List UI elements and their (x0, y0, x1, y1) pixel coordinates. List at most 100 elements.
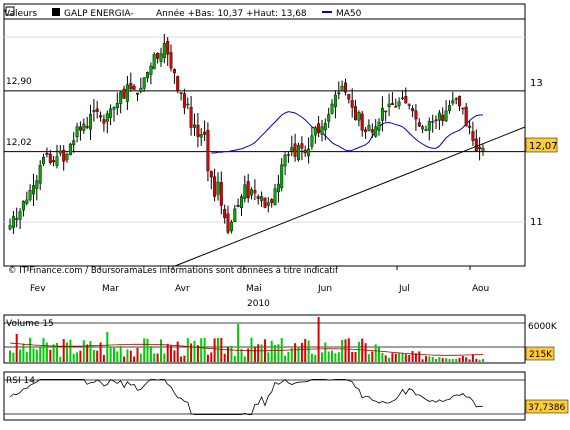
volume-bar (455, 358, 458, 362)
candle-body (145, 72, 149, 79)
candle-body (55, 156, 59, 166)
candle-body (280, 164, 284, 189)
volume-bar (119, 345, 122, 362)
candle-body (273, 188, 277, 206)
candle-body (122, 88, 126, 99)
legend-series-name: GALP ENERGIA- (64, 9, 134, 19)
candle-body (149, 65, 153, 75)
trend-line (174, 126, 526, 267)
level-label-low: 12,02 (6, 138, 32, 148)
month-label: Jul (398, 284, 410, 294)
volume-bar (458, 357, 461, 362)
candle-body (142, 77, 146, 89)
candle-body (129, 83, 133, 90)
volume-legend: Volume 15 (6, 319, 54, 329)
volume-bar (39, 347, 42, 362)
candle-body (387, 103, 391, 107)
volume-bar (129, 350, 132, 362)
volume-bars (4, 317, 525, 362)
volume-bar (230, 346, 233, 362)
candle-body (189, 106, 193, 128)
volume-bar (45, 342, 48, 362)
candle-body (266, 202, 270, 206)
candle-body (300, 143, 304, 149)
month-label: Mai (246, 284, 262, 294)
volume-bar (421, 359, 424, 362)
volume-bar (371, 351, 374, 362)
candle-body (78, 126, 82, 131)
legend-range-text: Année +Bas: 10,37 +Haut: 13,68 (156, 8, 307, 19)
volume-bar (384, 355, 387, 362)
volume-bar (471, 354, 474, 362)
candle-body (421, 126, 425, 130)
candle-body (8, 225, 12, 230)
last-rsi-value: 37,7386 (528, 403, 565, 413)
volume-bar (287, 351, 290, 362)
candle-body (454, 98, 458, 100)
volume-bar (297, 346, 300, 362)
candle-body (62, 149, 66, 162)
volume-bar (425, 356, 427, 362)
candle-body (82, 123, 86, 131)
candle-body (458, 96, 462, 107)
volume-bar (66, 342, 68, 362)
volume-bar (468, 359, 471, 362)
candle-body (478, 146, 482, 150)
candle-body (256, 196, 260, 199)
candle-body (239, 196, 243, 209)
volume-bar (321, 352, 323, 362)
volume-bar (364, 343, 367, 362)
volume-bar (170, 345, 172, 362)
volume-bar (59, 356, 62, 362)
month-labels: Fev Mar Avr Mai Jun Jul Aou (27, 266, 489, 294)
legend-checkbox[interactable] (5, 6, 15, 16)
price-tick-13: 13 (530, 78, 543, 89)
candle-body (25, 199, 29, 204)
volume-bar (176, 341, 179, 362)
volume-bar (253, 347, 256, 362)
volume-bar (62, 339, 65, 362)
volume-bar (428, 356, 431, 362)
candle-body (276, 183, 280, 193)
volume-bar (173, 350, 176, 362)
candle-body (28, 190, 32, 200)
volume-bar (404, 354, 407, 362)
volume-bar (250, 337, 253, 362)
candle-body (68, 143, 72, 156)
candle-body (229, 221, 233, 232)
candle-body (209, 171, 213, 178)
volume-bar (156, 353, 159, 362)
volume-bar (190, 343, 193, 362)
candle-body (286, 154, 290, 156)
volume-bar (260, 344, 263, 362)
candle-body (166, 41, 170, 55)
volume-bar (327, 351, 330, 362)
volume-bar (324, 342, 327, 362)
volume-bar (15, 334, 18, 362)
volume-bar (210, 352, 213, 362)
volume-bar (247, 348, 250, 362)
last-volume-value: 215K (529, 350, 553, 360)
volume-bar (294, 343, 297, 362)
volume-bar (76, 352, 79, 362)
price-panel-frame (3, 3, 526, 267)
volume-bar (223, 353, 226, 362)
year-label: 2010 (247, 299, 270, 309)
volume-bar (29, 337, 32, 362)
candle-body (192, 124, 196, 128)
last-rsi-badge (525, 399, 569, 414)
candle-body (360, 113, 364, 131)
volume-bar (331, 350, 333, 362)
candle-body (15, 218, 19, 221)
candle-body (182, 93, 186, 108)
candle-body (407, 104, 411, 106)
candle-body (337, 92, 341, 95)
volume-bar (113, 346, 115, 362)
candle-body (384, 110, 388, 113)
candle-body (219, 182, 223, 206)
candle-body (119, 92, 123, 104)
volume-bar (22, 343, 25, 362)
watermark-text: © IT-Finance.com / BoursoramaLes informa… (8, 265, 339, 276)
grid-lines (4, 18, 525, 223)
legend-ma-swatch (322, 11, 332, 13)
